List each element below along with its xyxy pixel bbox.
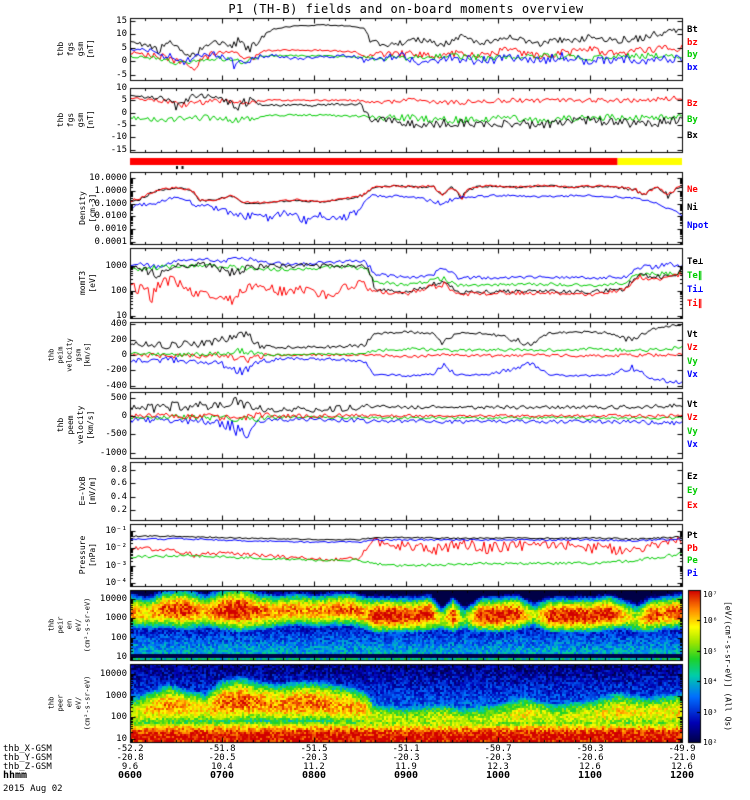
plot-title: P1 (TH-B) fields and on-board moments ov… <box>228 2 584 16</box>
